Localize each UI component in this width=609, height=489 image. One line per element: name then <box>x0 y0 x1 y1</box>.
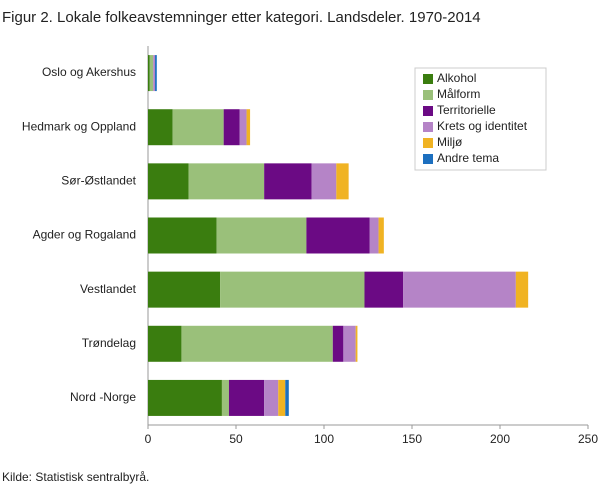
x-tick-label: 250 <box>578 432 598 446</box>
bar-segment <box>216 217 307 254</box>
bar-segment <box>148 325 182 362</box>
bar-segment <box>172 109 224 146</box>
bar-segment <box>153 55 156 92</box>
legend-label: Andre tema <box>437 151 499 165</box>
legend-swatch <box>423 90 433 100</box>
bar-segment <box>246 109 251 146</box>
legend-swatch <box>423 154 433 164</box>
x-tick-label: 150 <box>402 432 422 446</box>
legend-label: Territorielle <box>437 103 496 117</box>
bar-segment <box>378 217 384 254</box>
legend-label: Målform <box>437 87 480 101</box>
x-tick-label: 0 <box>145 432 152 446</box>
bar-segment <box>228 379 265 416</box>
legend-swatch <box>423 74 433 84</box>
bar-segment <box>364 271 404 308</box>
y-tick-label: Vestlandet <box>80 282 137 296</box>
bar-segment <box>264 163 312 200</box>
bar-segment <box>306 217 370 254</box>
bar-segment <box>264 379 279 416</box>
bar-segment <box>221 379 229 416</box>
legend-swatch <box>423 106 433 116</box>
y-tick-label: Agder og Rogaland <box>33 228 136 242</box>
y-tick-label: Nord -Norge <box>70 390 136 404</box>
bar-segment <box>148 271 221 308</box>
bar-segment <box>148 55 150 92</box>
bar-segment <box>515 271 529 308</box>
y-tick-label: Hedmark og Oppland <box>22 119 136 133</box>
bar-segment <box>188 163 265 200</box>
y-tick-label: Trøndelag <box>82 336 136 350</box>
x-tick-label: 100 <box>314 432 334 446</box>
bar-segment <box>285 379 289 416</box>
source: Kilde: Statistisk sentralbyrå. <box>2 470 149 484</box>
legend-label: Krets og identitet <box>437 119 528 133</box>
legend-swatch <box>423 122 433 132</box>
bar-segment <box>148 109 173 146</box>
bar-segment <box>369 217 379 254</box>
bar-segment <box>336 163 349 200</box>
bar-segment <box>155 55 157 92</box>
bar-segment <box>149 55 154 92</box>
bar-segment <box>220 271 365 308</box>
bar-segment <box>181 325 333 362</box>
bar-segment <box>223 109 240 146</box>
bar-segment <box>278 379 286 416</box>
bar-segment <box>332 325 344 362</box>
legend-box <box>414 67 547 171</box>
x-tick-label: 200 <box>490 432 510 446</box>
bar-segment <box>148 163 189 200</box>
bar-segment <box>355 325 358 362</box>
legend-swatch <box>423 138 433 148</box>
legend-label: Miljø <box>437 135 463 149</box>
y-tick-label: Oslo og Akershus <box>42 65 136 79</box>
chart-title: Figur 2. Lokale folkeavstemninger etter … <box>2 9 481 26</box>
y-tick-label: Sør-Østlandet <box>61 174 136 188</box>
bar-segment <box>311 163 337 200</box>
bar-segment <box>148 379 222 416</box>
x-tick-label: 50 <box>229 432 243 446</box>
bar-segment <box>403 271 516 308</box>
bar-segment <box>343 325 356 362</box>
legend-label: Alkohol <box>437 71 476 85</box>
bar-segment <box>239 109 247 146</box>
bar-segment <box>148 217 217 254</box>
